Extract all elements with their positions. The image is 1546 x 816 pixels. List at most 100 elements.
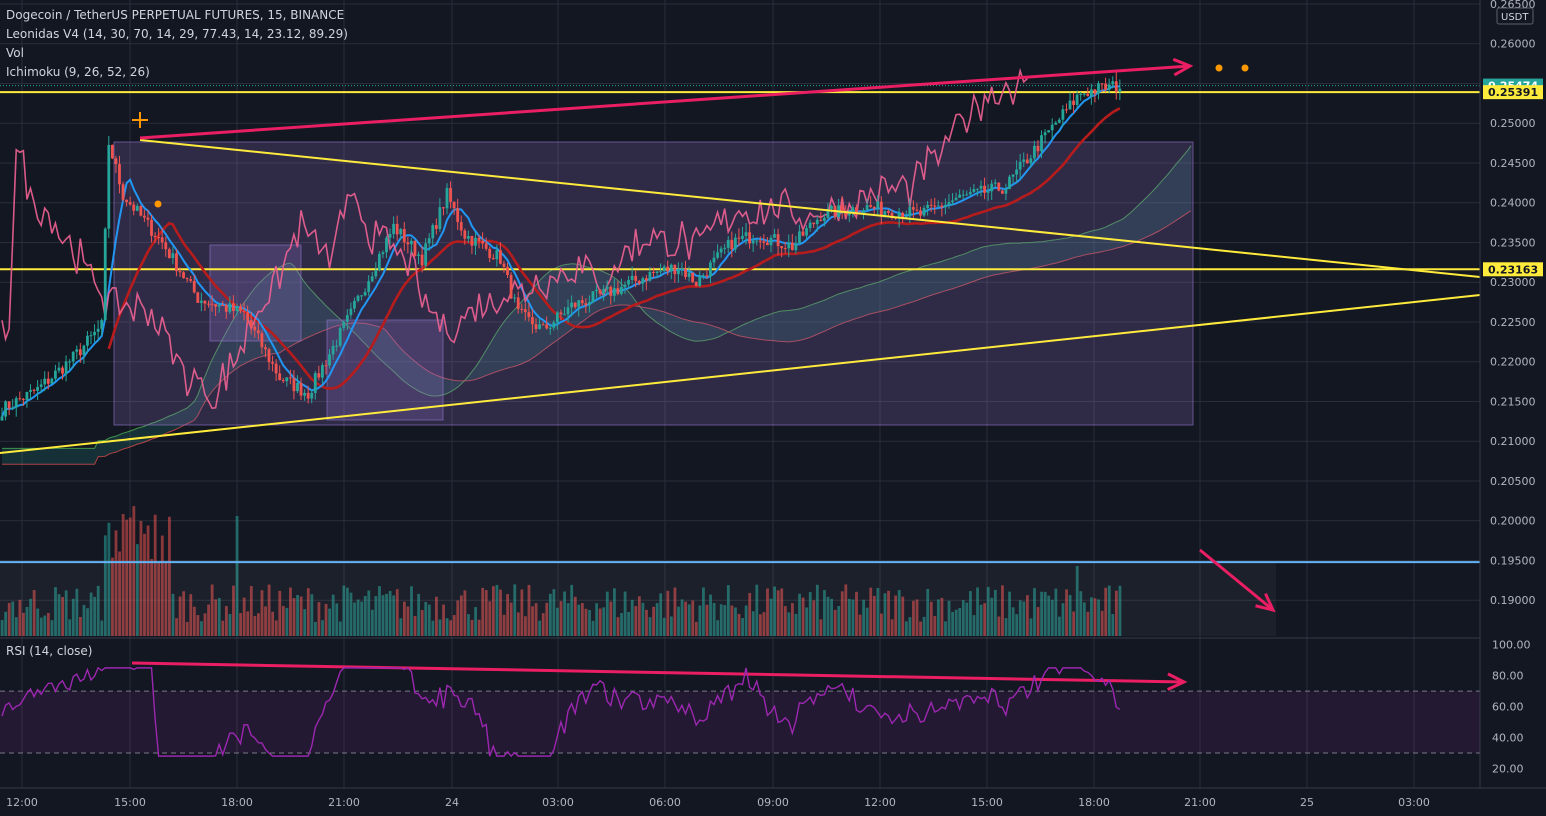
candle-body xyxy=(345,315,349,322)
candle-body xyxy=(303,392,306,396)
time-tick-label: 03:00 xyxy=(542,796,574,809)
volume-bar xyxy=(228,613,232,636)
candle-body xyxy=(199,300,203,303)
candle-body xyxy=(434,225,438,229)
volume-bar xyxy=(495,584,499,636)
volume-bar xyxy=(146,525,150,636)
candle-body xyxy=(335,345,339,347)
volume-bar xyxy=(602,607,606,636)
candle-body xyxy=(196,292,200,303)
candle-body xyxy=(470,236,474,246)
volume-bar xyxy=(442,604,445,636)
volume-bar xyxy=(595,603,599,636)
volume-zone xyxy=(0,562,1276,636)
volume-bar xyxy=(737,613,741,636)
volume-bar xyxy=(86,608,89,636)
candle-body xyxy=(698,275,702,287)
volume-decline-arrow xyxy=(1199,548,1274,612)
volume-bar xyxy=(783,606,787,636)
volume-bar xyxy=(89,592,93,636)
candle-body xyxy=(132,204,136,211)
volume-bar xyxy=(1008,591,1011,636)
candle-body xyxy=(773,234,776,238)
candle-body xyxy=(513,297,517,299)
candle-body xyxy=(1065,109,1068,111)
candle-body xyxy=(812,222,816,225)
volume-bar xyxy=(502,614,506,636)
volume-bar xyxy=(637,596,641,636)
price-badge-label: 0.25391 xyxy=(1488,86,1538,99)
candle-body xyxy=(502,263,506,267)
candle-body xyxy=(388,234,392,238)
volume-bar xyxy=(627,611,631,636)
volume-bar xyxy=(748,592,752,636)
price-axis[interactable]: 0.265000.260000.255000.250000.245000.240… xyxy=(1479,0,1546,788)
candle-body xyxy=(410,240,413,245)
volume-bar xyxy=(313,621,317,636)
volume-bar xyxy=(71,598,75,636)
candle-body xyxy=(54,370,57,379)
indicator-leonidas-label[interactable]: Leonidas V4 (14, 30, 70, 14, 29, 77.43, … xyxy=(6,27,348,41)
candle-body xyxy=(730,239,734,250)
indicator-vol-label[interactable]: Vol xyxy=(6,46,24,60)
volume-bar xyxy=(499,589,502,636)
candle-body xyxy=(89,335,93,337)
volume-bar xyxy=(755,584,759,636)
candle-body xyxy=(260,333,264,348)
volume-bar xyxy=(7,602,11,636)
volume-bar xyxy=(271,611,275,636)
candle-body xyxy=(449,188,452,202)
tenkan-line xyxy=(1,85,1121,418)
candle-body xyxy=(395,223,399,235)
indicator-ichimoku-label[interactable]: Ichimoku (9, 26, 52, 26) xyxy=(6,65,150,79)
volume-decline-arrow-head xyxy=(1255,593,1276,613)
candle-body xyxy=(520,308,524,310)
symbol-title[interactable]: Dogecoin / TetherUS PERPETUAL FUTURES, 1… xyxy=(6,8,345,22)
volume-bar xyxy=(897,590,901,636)
candle-body xyxy=(798,231,801,244)
volume-bar xyxy=(958,608,962,636)
volume-bar xyxy=(620,613,623,636)
rsi-divergence-arrow xyxy=(131,661,1185,684)
candle-body xyxy=(93,331,96,336)
candle-body xyxy=(769,237,773,246)
time-tick-label: 15:00 xyxy=(971,796,1003,809)
time-axis[interactable]: 12:00 15:00 18:00 21:00 24 03:00 06:00 09:00 12:… xyxy=(0,787,1546,816)
candle-body xyxy=(805,228,808,236)
volume-bar xyxy=(449,620,453,636)
volume-bar xyxy=(563,591,566,636)
candle-body xyxy=(584,303,588,306)
candle-body xyxy=(669,264,673,272)
volume-bar xyxy=(292,598,296,636)
volume-bar xyxy=(303,609,307,636)
candle-body xyxy=(321,365,324,378)
volume-bar xyxy=(399,618,403,636)
volume-bar xyxy=(808,592,812,636)
candle-body xyxy=(242,310,246,313)
volume-bar xyxy=(121,514,125,636)
candle-body xyxy=(25,391,29,400)
volume-bar xyxy=(993,589,997,636)
volume-bar xyxy=(513,584,517,636)
candle-body xyxy=(961,194,965,196)
volume-bar xyxy=(210,584,214,636)
candle-body xyxy=(1040,135,1043,152)
candle-body xyxy=(1100,83,1104,85)
candle-body xyxy=(552,322,556,328)
candle-body xyxy=(78,349,82,356)
volume-bar xyxy=(951,611,955,636)
volume-bar xyxy=(662,617,666,636)
range-box-small-1 xyxy=(209,244,302,342)
candle-body xyxy=(36,386,39,391)
volume-bar xyxy=(541,613,545,636)
time-axis-bg xyxy=(0,788,1546,816)
rsi-legend[interactable]: RSI (14, close) xyxy=(6,644,93,658)
candle-body xyxy=(491,257,495,260)
candle-body xyxy=(1054,122,1058,125)
candle-body xyxy=(1111,81,1115,85)
candle-body xyxy=(616,288,620,294)
rsi-tick-label: 60.00 xyxy=(1492,701,1524,714)
candle-body xyxy=(239,306,242,311)
volume-bar xyxy=(160,535,164,636)
